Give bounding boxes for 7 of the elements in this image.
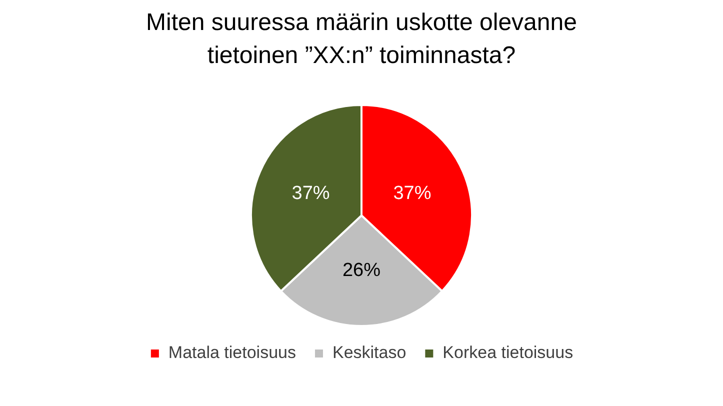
legend-label: Keskitaso	[332, 343, 406, 362]
legend-label: Korkea tietoisuus	[442, 343, 574, 362]
data-label: 26%	[342, 260, 381, 281]
chart-title: Miten suuressa määrin uskotte olevanne tietoinen ”XX:n” toiminnasta?	[145, 8, 578, 71]
legend-label: Matala tietoisuus	[168, 343, 296, 362]
data-label: 37%	[292, 182, 330, 204]
data-label: 37%	[393, 182, 432, 204]
